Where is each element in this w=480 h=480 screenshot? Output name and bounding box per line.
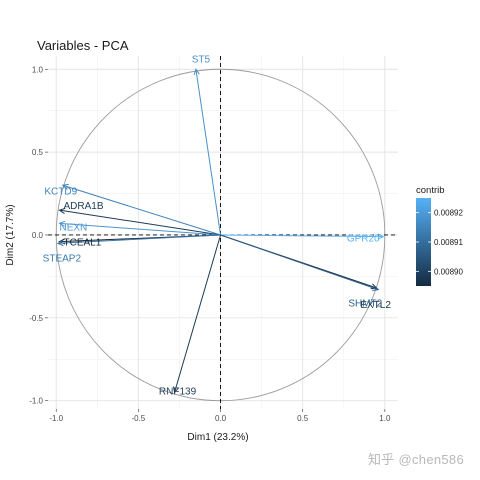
y-tick-label: -1.0: [29, 397, 43, 406]
label-st5: ST5: [192, 54, 211, 65]
arrow-steap2: [57, 234, 221, 244]
arrowhead-kctd9: [61, 183, 69, 190]
label-gpr20: GPR20: [347, 234, 380, 245]
arrow-st5: [195, 69, 222, 236]
legend-tick-label: 0.00892: [434, 209, 463, 218]
x-axis-title: Dim1 (23.2%): [187, 432, 248, 443]
arrow-rnf139: [174, 234, 222, 393]
x-tick-label: -0.5: [131, 414, 145, 423]
y-tick-label: -0.5: [29, 314, 43, 323]
y-tick-label: 0.5: [32, 148, 44, 157]
x-tick-label: -1.0: [49, 414, 63, 423]
arrowhead-nexn: [58, 220, 66, 227]
arrow-gpr20: [220, 234, 384, 238]
arrow-adra1b: [59, 209, 221, 236]
arrow-kctd9: [62, 184, 221, 236]
legend-tick-label: 0.00891: [434, 238, 463, 247]
variable-labels: ST5 KCTD9 ADRA1B NEXN TCEAL1 STEAP2 GPR20 EXTL2…: [43, 54, 392, 397]
label-nexn: NEXN: [60, 222, 88, 233]
arrow-shmt2: [220, 234, 379, 291]
axis-ticks: -1.0 -0.5 0.0 0.5 1.0 -1.0 -0.5 0.0 0.5 1.0: [29, 65, 391, 423]
legend: contrib 0.00892 0.00891 0.00890: [416, 185, 463, 286]
label-rnf139: RNF139: [159, 386, 197, 397]
x-tick-label: 1.0: [379, 414, 391, 423]
label-tceal1: TCEAL1: [64, 238, 102, 249]
label-steap2: STEAP2: [43, 253, 82, 264]
arrowhead-shmt2: [372, 285, 380, 291]
x-tick-label: 0.5: [297, 414, 309, 423]
chart-title: Variables - PCA: [37, 38, 129, 53]
y-tick-label: 1.0: [32, 65, 44, 74]
arrowhead-adra1b: [58, 207, 66, 214]
arrowhead-st5: [193, 68, 200, 76]
legend-title: contrib: [416, 185, 445, 196]
label-shmt2: SHMT2: [348, 299, 382, 310]
legend-colorbar: [416, 198, 431, 286]
arrow-nexn: [59, 222, 221, 236]
arrowhead-gpr20: [377, 233, 385, 240]
variable-arrows: [56, 68, 385, 394]
x-tick-label: 0.0: [215, 414, 227, 423]
arrowhead-steap2: [56, 239, 64, 247]
arrowhead-rnf139: [173, 386, 179, 394]
y-tick-label: 0.0: [32, 231, 44, 240]
y-axis-title: Dim2 (17.7%): [5, 204, 16, 265]
label-extl2: EXTL2: [360, 300, 391, 311]
legend-ticks: 0.00892 0.00891 0.00890: [416, 209, 463, 276]
legend-tick-label: 0.00890: [434, 267, 463, 276]
label-kctd9: KCTD9: [44, 186, 77, 197]
watermark: 知乎 @chen586: [368, 452, 464, 467]
label-adra1b: ADRA1B: [64, 201, 104, 212]
